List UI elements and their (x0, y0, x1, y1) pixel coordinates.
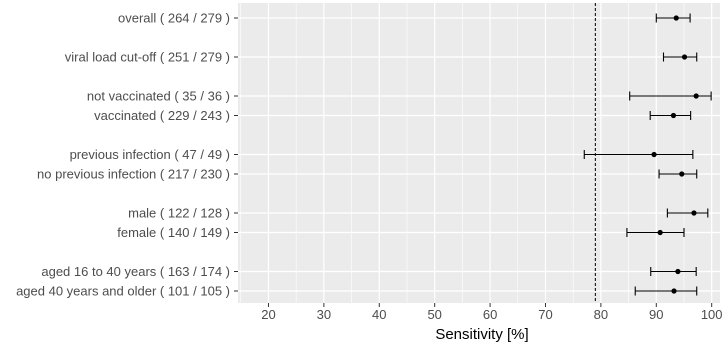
point-estimate (675, 268, 681, 275)
x-tick-label: 90 (649, 307, 663, 322)
row-label: male ( 122 / 128 ) (128, 206, 230, 221)
ci-bar (666, 208, 709, 218)
point-estimate (651, 151, 657, 158)
point-estimate (671, 288, 677, 294)
point-estimate (679, 171, 685, 177)
x-tick-label: 100 (701, 307, 723, 322)
x-axis-ticks (267, 303, 713, 307)
confidence-intervals (583, 13, 712, 296)
x-tick-label: 50 (427, 307, 441, 322)
ci-bar (583, 150, 694, 159)
row-labels: overall ( 264 / 279 ) viral load cut-off … (16, 11, 230, 299)
ci-bar (649, 111, 692, 120)
point-estimate (691, 210, 697, 216)
point-estimates (651, 15, 699, 294)
ci-bar (658, 169, 698, 179)
row-label: overall ( 264 / 279 ) (118, 11, 230, 26)
row-label: not vaccinated ( 35 / 36 ) (87, 89, 230, 104)
x-tick-label: 20 (261, 307, 275, 322)
x-tick-label: 70 (538, 307, 552, 322)
ci-bar (655, 13, 691, 23)
row-label: no previous infection ( 217 / 230 ) (37, 167, 230, 182)
x-axis-title: Sensitivity [%] (435, 326, 528, 343)
row-label: female ( 140 / 149 ) (117, 225, 230, 240)
ci-bar (650, 267, 697, 276)
plot-panel (238, 3, 720, 303)
point-estimate (657, 229, 663, 236)
x-tick-labels: 20 30 40 50 60 70 80 90 100 (261, 307, 722, 322)
row-label: aged 16 to 40 years ( 163 / 174 ) (41, 264, 230, 279)
x-tick-label: 80 (594, 307, 608, 322)
point-estimate (670, 112, 677, 119)
ci-bar (662, 52, 698, 62)
row-label: previous infection ( 47 / 49 ) (70, 147, 230, 162)
point-estimate (693, 93, 699, 99)
row-label: vaccinated ( 229 / 243 ) (94, 108, 230, 123)
row-label: aged 40 years and older ( 101 / 105 ) (16, 284, 230, 299)
point-estimate (681, 54, 688, 60)
x-tick-label: 40 (372, 307, 386, 322)
point-estimate (673, 15, 679, 21)
x-tick-label: 30 (317, 307, 331, 322)
x-tick-label: 60 (483, 307, 497, 322)
row-label: viral load cut-off ( 251 / 279 ) (65, 50, 230, 65)
y-axis-ticks (234, 17, 238, 292)
ci-bar (634, 286, 698, 296)
ci-bar (626, 228, 685, 237)
vertical-gridlines (240, 3, 713, 303)
